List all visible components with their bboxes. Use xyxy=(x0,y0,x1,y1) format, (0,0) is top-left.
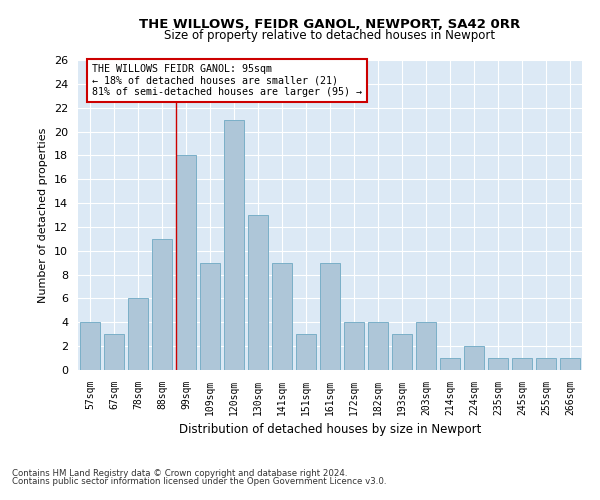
Bar xyxy=(104,334,124,370)
X-axis label: Distribution of detached houses by size in Newport: Distribution of detached houses by size … xyxy=(179,424,481,436)
Bar xyxy=(488,358,508,370)
Bar xyxy=(224,120,244,370)
Bar xyxy=(248,215,268,370)
Text: THE WILLOWS, FEIDR GANOL, NEWPORT, SA42 0RR: THE WILLOWS, FEIDR GANOL, NEWPORT, SA42 … xyxy=(139,18,521,30)
Bar xyxy=(464,346,484,370)
Bar xyxy=(344,322,364,370)
Text: Contains public sector information licensed under the Open Government Licence v3: Contains public sector information licen… xyxy=(12,477,386,486)
Bar xyxy=(536,358,556,370)
Text: Size of property relative to detached houses in Newport: Size of property relative to detached ho… xyxy=(164,28,496,42)
Bar xyxy=(80,322,100,370)
Bar xyxy=(152,239,172,370)
Bar xyxy=(128,298,148,370)
Y-axis label: Number of detached properties: Number of detached properties xyxy=(38,128,49,302)
Bar xyxy=(296,334,316,370)
Bar xyxy=(368,322,388,370)
Bar xyxy=(392,334,412,370)
Bar xyxy=(200,262,220,370)
Bar xyxy=(272,262,292,370)
Bar xyxy=(176,156,196,370)
Bar xyxy=(560,358,580,370)
Bar xyxy=(320,262,340,370)
Bar xyxy=(512,358,532,370)
Bar xyxy=(416,322,436,370)
Text: THE WILLOWS FEIDR GANOL: 95sqm
← 18% of detached houses are smaller (21)
81% of : THE WILLOWS FEIDR GANOL: 95sqm ← 18% of … xyxy=(92,64,362,97)
Text: Contains HM Land Registry data © Crown copyright and database right 2024.: Contains HM Land Registry data © Crown c… xyxy=(12,468,347,477)
Bar xyxy=(440,358,460,370)
